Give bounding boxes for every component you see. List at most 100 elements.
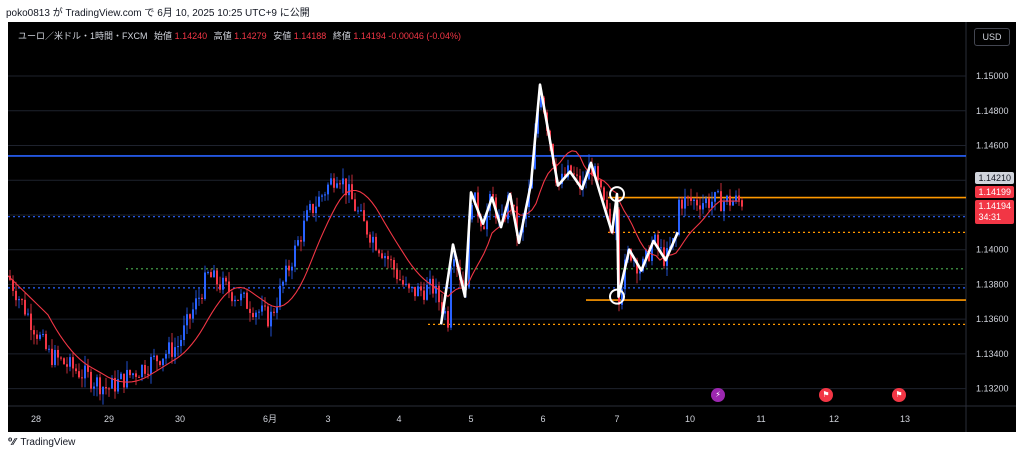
candle-body bbox=[324, 194, 326, 196]
candle-body bbox=[657, 234, 659, 248]
symbol-label[interactable]: ユーロ／米ドル・1時間・FXCM bbox=[18, 31, 148, 41]
candle-body bbox=[210, 272, 212, 278]
candle-body bbox=[396, 269, 398, 280]
candle-body bbox=[48, 348, 50, 350]
candle-body bbox=[381, 253, 383, 259]
candle-body bbox=[147, 373, 149, 375]
candle-body bbox=[228, 281, 230, 293]
candle-body bbox=[90, 371, 92, 389]
candle-body bbox=[393, 260, 395, 270]
candle-body bbox=[540, 97, 542, 108]
candle-body bbox=[69, 357, 71, 367]
candle-body bbox=[264, 305, 266, 307]
marked-point-circle[interactable] bbox=[609, 288, 625, 305]
candle-body bbox=[120, 373, 122, 380]
candle-body bbox=[216, 270, 218, 285]
x-tick-label: 5 bbox=[468, 414, 473, 424]
us-flag-icon[interactable]: ⚑ bbox=[819, 388, 833, 402]
candle-body bbox=[366, 221, 368, 235]
candle-body bbox=[231, 292, 233, 302]
candle-body bbox=[471, 205, 473, 220]
candle-body bbox=[306, 210, 308, 221]
candle-body bbox=[252, 312, 254, 318]
y-tick-label: 1.13200 bbox=[976, 384, 1009, 394]
close-label: 終値 bbox=[332, 31, 351, 41]
candle-body bbox=[42, 334, 44, 336]
y-tick-label: 1.13400 bbox=[976, 349, 1009, 359]
candle-body bbox=[84, 365, 86, 379]
candle-body bbox=[354, 199, 356, 211]
open-value: 1.14240 bbox=[174, 31, 208, 41]
lightning-icon[interactable]: ⚡ bbox=[711, 388, 725, 402]
candle-body bbox=[126, 369, 128, 388]
candle-body bbox=[594, 166, 596, 175]
candle-body bbox=[516, 206, 518, 236]
candle-body bbox=[267, 306, 269, 327]
candle-body bbox=[696, 199, 698, 206]
candle-body bbox=[492, 194, 494, 198]
candle-body bbox=[81, 377, 83, 379]
candle-body bbox=[417, 286, 419, 297]
candle-body bbox=[96, 377, 98, 387]
candle-body bbox=[501, 213, 503, 216]
y-tick-label: 1.14000 bbox=[976, 245, 1009, 255]
candle-body bbox=[24, 299, 26, 315]
candle-body bbox=[294, 245, 296, 267]
candle-body bbox=[579, 175, 581, 190]
x-tick-label: 28 bbox=[31, 414, 41, 424]
candle-body bbox=[453, 259, 455, 267]
candle-body bbox=[603, 187, 605, 200]
us-flag-icon[interactable]: ⚑ bbox=[892, 388, 906, 402]
candle-body bbox=[111, 377, 113, 389]
y-tick-label: 1.15000 bbox=[976, 71, 1009, 81]
chart-area[interactable]: 1.150001.148001.146001.144001.142001.140… bbox=[8, 22, 1016, 432]
candle-body bbox=[681, 199, 683, 209]
candle-body bbox=[375, 236, 377, 251]
candle-body bbox=[285, 265, 287, 282]
candle-body bbox=[738, 195, 740, 201]
candle-body bbox=[741, 200, 743, 207]
candle-body bbox=[177, 346, 179, 348]
candle-body bbox=[12, 279, 14, 291]
candle-body bbox=[687, 196, 689, 198]
high-value: 1.14279 bbox=[234, 31, 267, 41]
candle-body bbox=[600, 180, 602, 188]
x-tick-label: 10 bbox=[685, 414, 695, 424]
candle-body bbox=[678, 199, 680, 235]
candle-body bbox=[321, 195, 323, 197]
candle-body bbox=[165, 353, 167, 359]
countdown-value: 34:31 bbox=[978, 212, 1001, 222]
candle-body bbox=[423, 290, 425, 300]
candle-body bbox=[300, 240, 302, 242]
candle-body bbox=[723, 201, 725, 212]
candle-body bbox=[297, 240, 299, 246]
candle-body bbox=[399, 279, 401, 281]
currency-button[interactable]: USD bbox=[974, 28, 1010, 46]
candle-body bbox=[168, 342, 170, 354]
candle-body bbox=[732, 201, 734, 206]
candle-body bbox=[711, 201, 713, 208]
candle-body bbox=[360, 210, 362, 212]
candle-body bbox=[414, 286, 416, 297]
drawn-price-path[interactable] bbox=[439, 83, 679, 325]
publish-info: poko0813 が TradingView.com で 6月 10, 2025… bbox=[6, 8, 310, 19]
candle-body bbox=[639, 271, 641, 274]
candle-body bbox=[315, 206, 317, 214]
candle-body bbox=[567, 165, 569, 178]
candle-body bbox=[474, 192, 476, 206]
candle-body bbox=[117, 379, 119, 392]
candle-body bbox=[735, 195, 737, 202]
candle-body bbox=[204, 272, 206, 299]
candle-body bbox=[336, 183, 338, 188]
candle-body bbox=[219, 284, 221, 290]
candle-body bbox=[684, 196, 686, 209]
candle-body bbox=[54, 349, 56, 365]
price-tag-red-1: 1.14199 bbox=[975, 186, 1014, 198]
marked-point-circle[interactable] bbox=[609, 186, 625, 203]
price-chart-svg[interactable]: 1.150001.148001.146001.144001.142001.140… bbox=[8, 22, 1016, 432]
candle-body bbox=[717, 191, 719, 193]
candle-body bbox=[102, 386, 104, 395]
candle-body bbox=[174, 347, 176, 357]
candle-body bbox=[189, 314, 191, 319]
candle-body bbox=[447, 311, 449, 328]
